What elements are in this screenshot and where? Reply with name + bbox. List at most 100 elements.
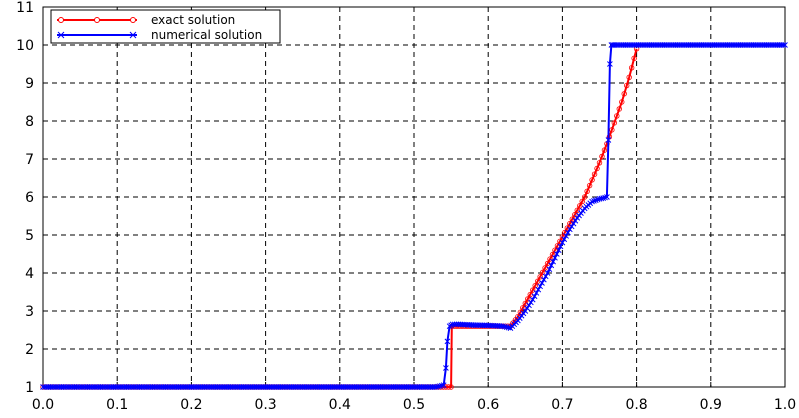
x-tick-label: 0.5 <box>403 397 425 413</box>
legend-marker-numerical <box>57 31 137 39</box>
data-point <box>584 188 590 194</box>
data-point <box>567 220 573 227</box>
y-axis: 1 2 3 4 5 6 7 8 9 10 11 <box>16 0 48 396</box>
data-point <box>631 55 637 61</box>
data-point <box>440 382 447 388</box>
data-point <box>531 293 538 300</box>
data-point <box>605 137 612 143</box>
data-point <box>581 194 588 200</box>
data-point <box>592 197 599 204</box>
data-point <box>529 296 536 303</box>
data-point <box>532 282 538 289</box>
series-numerical <box>40 42 788 390</box>
data-point <box>600 195 607 201</box>
data-point <box>579 198 585 205</box>
data-point <box>619 99 625 105</box>
x-tick-label: 0.9 <box>700 397 722 413</box>
data-point <box>616 106 622 112</box>
legend-label-exact: exact solution <box>151 13 235 27</box>
x-tick-label: 0.1 <box>106 397 128 413</box>
data-point <box>557 243 564 250</box>
legend-marker-exact <box>130 17 136 23</box>
data-point <box>547 256 553 262</box>
data-point <box>624 82 630 89</box>
data-point <box>589 177 595 183</box>
data-point <box>594 165 600 172</box>
data-point <box>599 153 605 160</box>
data-point <box>537 283 543 290</box>
data-point <box>628 65 635 71</box>
data-point <box>548 262 555 269</box>
data-point <box>574 207 580 213</box>
y-tick-label: 10 <box>16 38 34 54</box>
data-point <box>535 286 542 293</box>
x-tick-label: 0.3 <box>254 397 276 413</box>
data-point <box>626 74 632 80</box>
data-point <box>542 265 548 271</box>
data-point <box>611 120 618 126</box>
y-tick-label: 2 <box>25 342 34 358</box>
x-tick-label: 0.8 <box>625 397 647 413</box>
data-point <box>591 171 598 177</box>
legend-marker-exact <box>58 17 64 23</box>
data-point <box>553 251 560 257</box>
data-point <box>602 194 608 201</box>
x-tick-label: 0.4 <box>329 397 351 413</box>
y-tick-label: 1 <box>25 380 34 396</box>
x-axis: 0.0 0.1 0.2 0.3 0.4 0.5 0.6 0.7 0.8 0.9 1.0 <box>32 382 796 413</box>
data-point <box>569 216 575 222</box>
x-tick-label: 0.7 <box>551 397 573 413</box>
data-point <box>443 365 449 371</box>
data-point <box>530 287 536 293</box>
y-tick-label: 5 <box>25 228 34 244</box>
data-point <box>566 226 573 233</box>
y-tick-label: 11 <box>16 0 34 16</box>
data-point <box>520 305 526 311</box>
data-point <box>596 160 603 166</box>
data-point <box>559 239 566 246</box>
data-point <box>544 270 551 276</box>
legend-marker-exact <box>94 17 100 23</box>
x-tick-label: 0.0 <box>32 397 54 413</box>
data-point <box>572 212 578 218</box>
x-tick-label: 1.0 <box>774 397 796 413</box>
legend-box <box>50 9 281 44</box>
data-point <box>601 147 608 153</box>
data-point <box>572 217 579 224</box>
data-point <box>552 254 558 261</box>
series-layer <box>40 42 788 390</box>
data-point <box>438 382 445 389</box>
data-point <box>539 280 545 286</box>
data-point <box>526 302 532 309</box>
data-point <box>563 233 569 239</box>
legend: exact solution numerical solution <box>50 9 281 44</box>
data-point <box>577 203 583 209</box>
x-tick-label: 0.2 <box>180 397 202 413</box>
y-tick-label: 8 <box>25 114 34 130</box>
data-point <box>444 338 451 345</box>
data-point <box>550 258 556 265</box>
grid <box>43 7 785 387</box>
data-point <box>607 61 613 67</box>
y-tick-label: 9 <box>25 76 34 92</box>
data-point <box>780 42 786 48</box>
data-point <box>589 198 595 205</box>
y-tick-label: 6 <box>25 190 34 206</box>
data-point <box>448 384 454 390</box>
y-tick-label: 4 <box>25 266 34 282</box>
data-point <box>524 305 531 312</box>
data-point <box>539 269 546 276</box>
data-point <box>555 247 562 254</box>
data-point <box>604 194 610 200</box>
data-point <box>586 182 593 189</box>
data-point <box>533 290 540 296</box>
data-point <box>570 220 577 227</box>
data-point <box>621 91 627 97</box>
data-point <box>591 198 597 204</box>
x-tick-label: 0.6 <box>477 397 499 413</box>
data-point <box>537 274 543 280</box>
data-point <box>505 324 512 331</box>
data-point <box>546 266 553 273</box>
data-point <box>542 273 549 280</box>
